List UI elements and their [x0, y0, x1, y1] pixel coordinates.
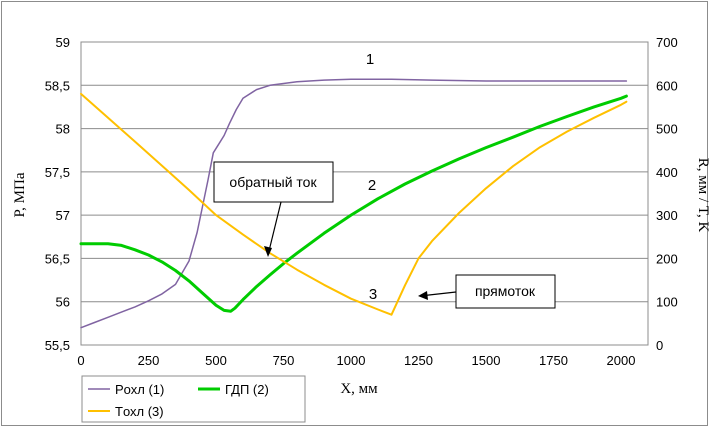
series-lines	[79, 78, 628, 329]
y-right-tick-label: 700	[656, 35, 678, 50]
y-right-tick-label: 600	[656, 78, 678, 93]
y-left-tick-label: 59	[56, 35, 70, 50]
x-tick-label: 1500	[472, 353, 501, 368]
x-tick-label: 0	[77, 353, 84, 368]
tick-labels: 55,5 56 56,5 57 57,5 58 58,5 59 0 100 200 300 400 500…	[45, 35, 678, 368]
x-tick-label: 750	[273, 353, 295, 368]
legend-label-3: Tохл (3)	[115, 404, 164, 419]
annotation-arrowhead-reverse-flow	[264, 246, 272, 257]
annotation-coflow: прямоток	[418, 274, 556, 309]
annotation-text-reverse-flow: обратный ток	[229, 174, 317, 190]
y-left-tick-label: 56,5	[45, 251, 70, 266]
x-tick-label: 2000	[607, 353, 636, 368]
series-line-3	[80, 92, 628, 316]
y-left-tick-label: 57,5	[45, 165, 70, 180]
y-left-tick-label: 57	[56, 208, 70, 223]
y-left-tick-label: 58	[56, 122, 70, 137]
annotation-arrow-reverse-flow	[267, 201, 282, 256]
annotation-box-reverse-flow	[213, 161, 334, 203]
x-tick-label: 250	[138, 353, 160, 368]
legend-label-2: ГДП (2)	[225, 382, 269, 397]
y-right-tick-label: 300	[656, 208, 678, 223]
annotation-reverse-flow: обратный ток	[213, 161, 334, 257]
y-left-tick-label: 55,5	[45, 338, 70, 353]
y-right-tick-label: 100	[656, 295, 678, 310]
y-right-tick-label: 500	[656, 122, 678, 137]
annotation-box-coflow	[455, 274, 556, 309]
annotation-text-coflow: прямоток	[475, 283, 536, 299]
annotation-arrowhead-coflow	[418, 291, 428, 300]
legend-box	[81, 375, 306, 423]
series-line-1	[80, 78, 628, 329]
x-axis-title: X, мм	[340, 381, 378, 397]
y-axis-right-title: R, мм / T, K	[695, 158, 711, 233]
x-tick-label: 1750	[539, 353, 568, 368]
y-right-tick-label: 200	[656, 251, 678, 266]
gridlines	[81, 41, 648, 346]
x-tick-label: 1250	[404, 353, 433, 368]
y-left-tick-label: 56	[56, 295, 70, 310]
plot-area-border	[80, 41, 649, 346]
x-tick-label: 1000	[337, 353, 366, 368]
x-tick-label: 500	[205, 353, 227, 368]
curve-label-3: 3	[369, 286, 377, 303]
y-right-tick-label: 0	[656, 338, 663, 353]
y-axis-left-title: P, МПа	[12, 172, 28, 217]
y-left-tick-label: 58,5	[45, 78, 70, 93]
legend: Pохл (1) ГДП (2) Tохл (3)	[81, 375, 306, 423]
series-line-2	[79, 94, 628, 313]
legend-label-1: Pохл (1)	[115, 382, 164, 397]
curve-label-2: 2	[368, 177, 376, 194]
curve-label-1: 1	[366, 51, 374, 68]
y-right-tick-label: 400	[656, 165, 678, 180]
